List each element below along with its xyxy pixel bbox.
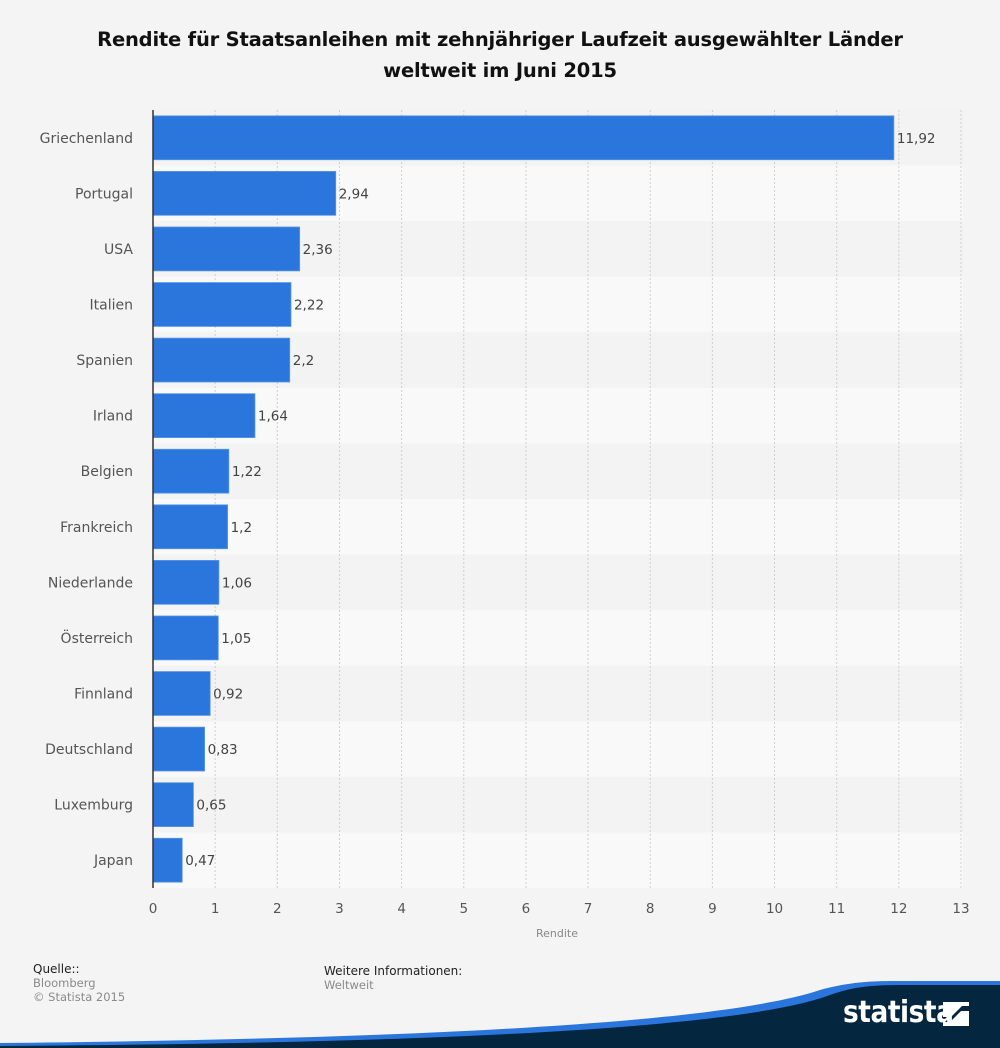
bar [152, 560, 220, 605]
category-label: Spanien [76, 353, 133, 369]
info-line: Weltweit [324, 978, 374, 992]
category-labels: Griechenland Portugal USA Italien Spanien Irl… [40, 131, 134, 869]
row-band [153, 554, 963, 611]
value-labels: 11,92 2,94 2,36 2,22 2,2 1,64 1,22 1,2 1,06 1,05 0… [185, 131, 935, 869]
x-tick-label: 13 [952, 901, 969, 917]
value-label: 0,83 [208, 742, 238, 758]
source-section: Quelle:: Bloomberg © Statista 2015 [33, 962, 125, 1004]
info-section: Weitere Informationen: Weltweit [324, 964, 462, 992]
category-label: Österreich [61, 629, 133, 647]
bar [152, 171, 337, 216]
category-label: Niederlande [48, 575, 133, 591]
bar [152, 615, 219, 661]
chart-title: Rendite für Staatsanleihen mit zehnjähri… [0, 24, 1000, 86]
row-band [153, 387, 963, 444]
row-band [153, 721, 963, 777]
category-label: Luxemburg [54, 798, 133, 814]
info-heading: Weitere Informationen: [324, 964, 463, 978]
value-label: 0,65 [196, 798, 226, 814]
value-label: 1,22 [232, 464, 262, 480]
bar [152, 226, 301, 272]
x-tick-label: 4 [397, 901, 406, 917]
brand-wave [0, 981, 1000, 1048]
row-band [153, 776, 963, 833]
value-label: 11,92 [897, 131, 936, 147]
chart-title-line-1: Rendite für Staatsanleihen mit zehnjähri… [97, 28, 903, 51]
x-tick-label: 9 [708, 901, 717, 917]
source-heading: Quelle:: [33, 962, 80, 976]
bar [152, 726, 205, 772]
bar [152, 504, 228, 550]
x-tick-label: 2 [273, 901, 282, 917]
value-label: 1,06 [222, 575, 252, 591]
x-tick-label: 7 [584, 901, 593, 917]
x-tick-label: 3 [335, 901, 344, 917]
x-tick-label: 5 [459, 901, 468, 917]
chart-title-line-2: weltweit im Juni 2015 [383, 59, 617, 82]
row-band [153, 665, 963, 722]
x-tick-label: 11 [828, 901, 845, 917]
bar [152, 337, 291, 383]
bars [152, 115, 895, 883]
category-label: Japan [93, 853, 133, 869]
x-tick-label: 8 [646, 901, 655, 917]
bar [152, 393, 256, 438]
category-label: Griechenland [40, 131, 133, 147]
value-label: 0,47 [185, 853, 215, 869]
x-axis-label: Rendite [536, 927, 578, 940]
value-label: 1,2 [231, 520, 252, 536]
value-label: 2,22 [294, 298, 324, 314]
bar [152, 782, 194, 827]
bar [152, 671, 211, 716]
x-tick-label: 12 [890, 901, 907, 917]
row-band [153, 499, 963, 555]
x-tick-label: 1 [211, 901, 220, 917]
category-label: USA [104, 242, 133, 258]
value-label: 2,94 [339, 186, 369, 202]
category-label: Deutschland [45, 742, 133, 758]
copyright-line: © Statista 2015 [33, 990, 126, 1004]
value-label: 1,64 [258, 409, 288, 425]
value-label: 0,92 [213, 687, 243, 703]
gridlines [214, 110, 962, 888]
x-tick-label: 6 [522, 901, 531, 917]
value-label: 2,36 [303, 242, 333, 258]
category-label: Irland [93, 409, 133, 425]
bar [152, 448, 230, 494]
x-tick-label: 0 [149, 901, 158, 917]
category-label: Italien [90, 298, 133, 314]
statista-logo-icon [943, 1002, 969, 1026]
bar [152, 282, 292, 327]
x-tick-labels: 0 1 2 3 4 5 6 7 8 9 10 11 12 13 [149, 901, 970, 917]
category-label: Portugal [75, 186, 133, 202]
category-label: Finnland [74, 687, 133, 703]
row-band [153, 443, 963, 499]
category-label: Frankreich [60, 520, 133, 536]
statista-logo-text[interactable]: statista [843, 995, 954, 1030]
bar [152, 115, 895, 161]
value-label: 1,05 [221, 631, 251, 647]
brand-wave-dark [0, 985, 1000, 1048]
source-line: Bloomberg [33, 976, 96, 990]
category-label: Belgien [81, 464, 133, 480]
row-band [153, 610, 963, 666]
value-label: 2,2 [293, 353, 314, 369]
bar [152, 837, 183, 883]
x-tick-label: 10 [766, 901, 783, 917]
row-band [153, 832, 963, 888]
